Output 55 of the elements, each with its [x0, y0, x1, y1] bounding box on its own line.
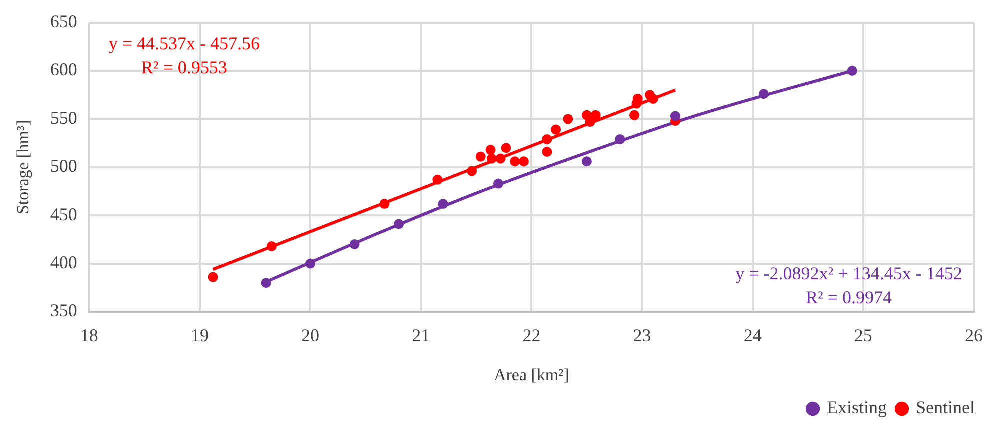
point	[630, 110, 640, 120]
x-axis-title: Area [km²]	[494, 365, 570, 384]
point	[510, 156, 520, 167]
point	[542, 134, 552, 144]
point	[518, 156, 529, 167]
annotation: y = 44.537x - 457.56	[108, 34, 260, 54]
point	[306, 258, 316, 269]
y-tick-label: 400	[50, 252, 78, 273]
y-axis-title: Storage [hm³]	[14, 120, 33, 215]
point	[350, 240, 360, 250]
point	[380, 199, 390, 210]
y-tick-label: 650	[50, 12, 78, 32]
point	[266, 241, 277, 252]
point	[394, 219, 404, 230]
point	[847, 66, 858, 76]
point	[590, 110, 601, 120]
point	[496, 154, 506, 164]
point	[670, 111, 680, 122]
x-tick-label: 26	[965, 326, 983, 346]
x-tick-label: 25	[854, 326, 872, 346]
point	[432, 174, 443, 185]
point	[551, 124, 562, 135]
x-tick-label: 24	[744, 326, 762, 346]
point	[261, 278, 272, 288]
point	[542, 146, 552, 157]
point	[501, 143, 512, 154]
x-tick-label: 20	[302, 326, 320, 346]
x-tick-label: 23	[633, 326, 652, 346]
x-tick-label: 19	[190, 326, 209, 346]
y-tick-label: 550	[50, 108, 78, 128]
point	[648, 94, 658, 104]
y-tick-label: 500	[50, 156, 78, 176]
point	[585, 117, 596, 128]
y-tick-label: 450	[50, 204, 78, 224]
legend-label: Sentinel	[916, 398, 976, 418]
point	[615, 134, 626, 144]
point	[476, 152, 486, 162]
y-tick-label: 350	[50, 300, 78, 321]
point	[582, 156, 592, 167]
annotation: R² = 0.9974	[806, 288, 892, 308]
point	[486, 145, 496, 156]
point	[466, 166, 477, 176]
y-tick-label: 600	[50, 60, 78, 80]
point	[438, 199, 448, 210]
x-tick-label: 22	[522, 326, 541, 346]
point	[208, 272, 218, 282]
point	[486, 154, 497, 164]
legend-label: Existing	[827, 398, 888, 418]
point	[758, 89, 769, 100]
x-tick-label: 18	[80, 326, 98, 346]
annotation: y = -2.0892x² + 134.45x - 1452	[736, 264, 962, 284]
point	[494, 178, 504, 189]
annotation: R² = 0.9553	[141, 58, 228, 78]
x-tick-label: 21	[412, 326, 430, 346]
point	[563, 114, 574, 124]
